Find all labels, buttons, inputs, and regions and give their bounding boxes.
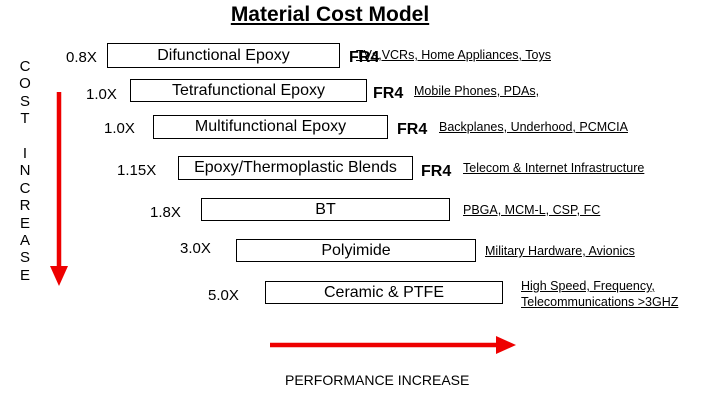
cost-multiplier: 1.0X xyxy=(86,86,117,103)
applications-text: High Speed, Frequency, xyxy=(521,279,655,293)
cost-multiplier: 3.0X xyxy=(180,240,211,257)
applications-text: PBGA, MCM-L, CSP, FC xyxy=(463,203,601,217)
grade-label: FR4 xyxy=(349,49,380,66)
cost-increase-letter: T xyxy=(20,110,30,128)
cost-increase-letter: C xyxy=(19,179,31,197)
cost-increase-letter: E xyxy=(19,214,30,232)
applications-text: Telecommunications >3GHZ xyxy=(521,295,679,309)
material-box: Epoxy/Thermoplastic Blends xyxy=(178,156,413,180)
cost-increase-letter: N xyxy=(19,162,31,180)
cost-increase-letter: I xyxy=(22,144,28,162)
cost-multiplier: 1.0X xyxy=(104,120,135,137)
applications-text: Backplanes, Underhood, PCMCIA xyxy=(439,120,628,134)
cost-increase-letter: S xyxy=(19,249,30,267)
material-box: Difunctional Epoxy xyxy=(107,43,340,68)
material-box: Polyimide xyxy=(236,239,476,262)
cost-increase-letter: S xyxy=(19,92,30,110)
cost-increase-letter: O xyxy=(19,75,31,93)
cost-increase-letter: E xyxy=(19,266,30,284)
applications-text: TVs,VCRs, Home Appliances, Toys xyxy=(356,48,551,62)
applications-text: Mobile Phones, PDAs, xyxy=(414,84,540,98)
diagram-title: Material Cost Model xyxy=(230,3,430,26)
grade-label: FR4 xyxy=(373,85,404,102)
cost-increase-letter: C xyxy=(19,58,31,75)
grade-label: FR4 xyxy=(397,121,428,138)
cost-multiplier: 1.15X xyxy=(117,162,157,179)
material-box: BT xyxy=(201,198,450,221)
cost-increase-letter: R xyxy=(19,197,31,215)
applications-text: Military Hardware, Avionics xyxy=(485,244,635,258)
cost-multiplier: 1.8X xyxy=(150,204,181,221)
cost-increase-arrow xyxy=(50,92,68,286)
cost-multiplier: 0.8X xyxy=(66,49,97,66)
grade-label: FR4 xyxy=(421,163,452,180)
material-box: Multifunctional Epoxy xyxy=(153,115,388,139)
material-box: Ceramic & PTFE xyxy=(265,281,503,304)
performance-increase-arrow xyxy=(270,336,516,354)
cost-multiplier: 5.0X xyxy=(208,287,239,304)
applications-text: Telecom & Internet Infrastructure xyxy=(463,161,645,175)
performance-increase-label: PERFORMANCE INCREASE xyxy=(285,372,470,388)
cost-increase-letter: A xyxy=(19,231,30,249)
material-box: Tetrafunctional Epoxy xyxy=(130,79,367,102)
